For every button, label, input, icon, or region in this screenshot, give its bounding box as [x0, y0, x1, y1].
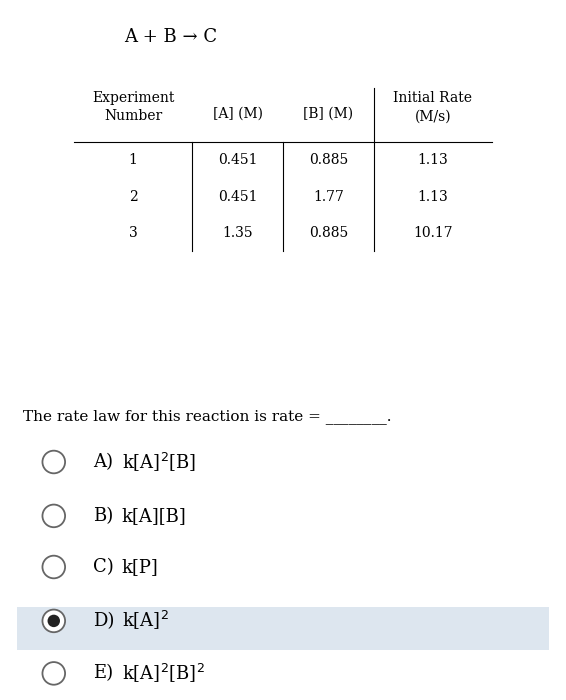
FancyBboxPatch shape [17, 607, 549, 650]
Text: E): E) [93, 664, 114, 682]
Text: Experiment
Number: Experiment Number [92, 91, 174, 123]
Text: B): B) [93, 507, 114, 525]
Text: A): A) [93, 453, 113, 471]
Text: k[A][B]: k[A][B] [122, 507, 186, 525]
Text: k[A]$^2$[B]$^2$: k[A]$^2$[B]$^2$ [122, 662, 204, 685]
Text: k[P]: k[P] [122, 558, 158, 576]
Ellipse shape [42, 451, 65, 473]
Ellipse shape [48, 615, 60, 627]
Text: 10.17: 10.17 [413, 226, 453, 240]
Text: 0.451: 0.451 [218, 190, 258, 204]
Ellipse shape [42, 610, 65, 632]
Text: 2: 2 [128, 190, 138, 204]
Text: The rate law for this reaction is rate = ________.: The rate law for this reaction is rate =… [23, 410, 391, 424]
Ellipse shape [42, 556, 65, 578]
Text: 1.35: 1.35 [222, 226, 253, 240]
Text: D): D) [93, 612, 115, 630]
Text: 0.885: 0.885 [308, 153, 348, 167]
Text: 0.451: 0.451 [218, 153, 258, 167]
Text: k[A]$^2$[B]: k[A]$^2$[B] [122, 451, 196, 473]
Text: 1.77: 1.77 [313, 190, 344, 204]
Text: Initial Rate
(M/s): Initial Rate (M/s) [393, 91, 473, 123]
Text: 1: 1 [128, 153, 138, 167]
Text: A + B → C: A + B → C [125, 28, 218, 46]
Ellipse shape [42, 662, 65, 685]
Text: 1.13: 1.13 [418, 190, 448, 204]
Text: [A] (M): [A] (M) [213, 107, 263, 121]
Text: k[A]$^2$: k[A]$^2$ [122, 610, 169, 632]
Ellipse shape [42, 505, 65, 527]
Text: C): C) [93, 558, 114, 576]
Text: 0.885: 0.885 [308, 226, 348, 240]
Text: 3: 3 [128, 226, 138, 240]
Text: 1.13: 1.13 [418, 153, 448, 167]
Text: [B] (M): [B] (M) [303, 107, 353, 121]
